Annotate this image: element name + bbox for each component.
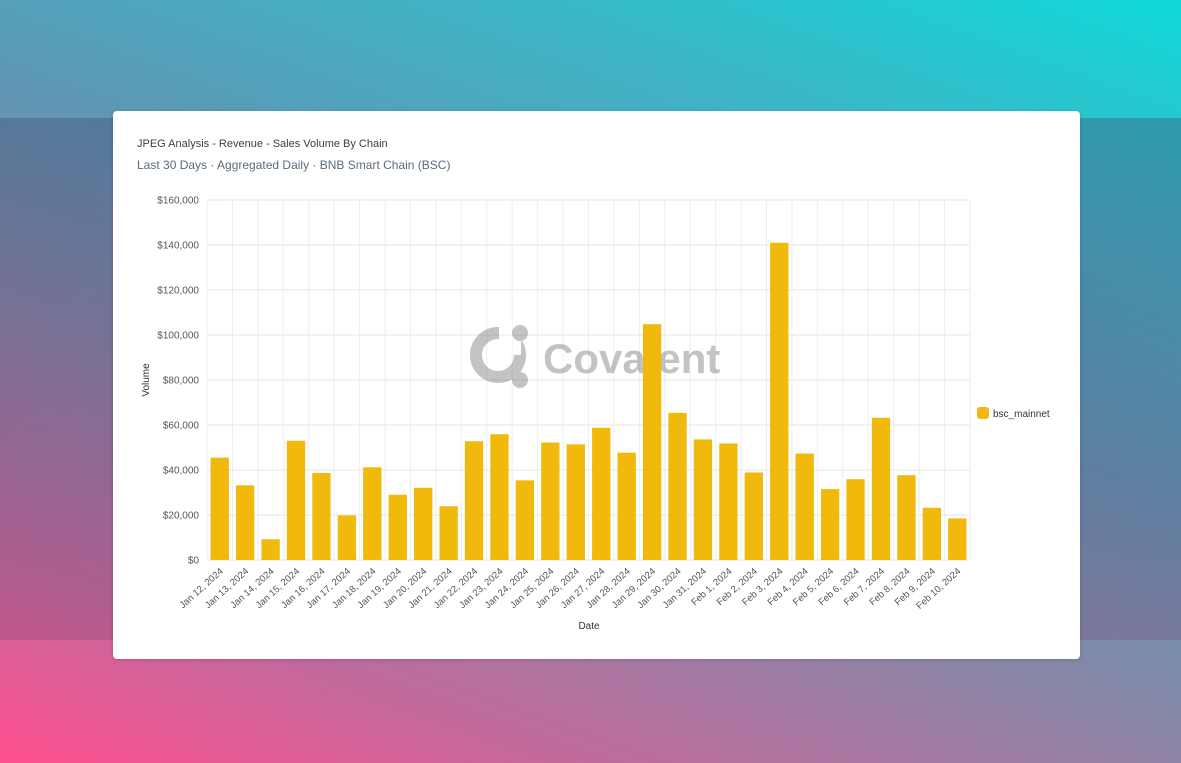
legend-label-bsc_mainnet[interactable]: bsc_mainnet (993, 409, 1050, 420)
chart-card: JPEG Analysis - Revenue - Sales Volume B… (113, 111, 1080, 659)
y-tick-label: $0 (188, 556, 200, 567)
bar[interactable] (795, 453, 814, 560)
bar-chart: $0 $20,000 $40,000 $60,000 $80,000 $100,000 $1… (141, 196, 1050, 633)
covalent-watermark: Covalent (470, 323, 720, 388)
watermark-logo-dot-top (512, 325, 528, 341)
bar[interactable] (515, 480, 535, 560)
watermark-text: Covalent (543, 335, 720, 382)
bar[interactable] (439, 506, 458, 560)
bar[interactable] (566, 444, 585, 560)
y-tick-label: $120,000 (157, 286, 199, 297)
bar[interactable] (261, 539, 280, 560)
bar[interactable] (312, 472, 331, 560)
bar[interactable] (337, 515, 357, 560)
y-tick-label: $100,000 (157, 331, 199, 342)
bar[interactable] (541, 442, 560, 560)
bar[interactable] (286, 440, 306, 560)
chart-subtitle: Last 30 Days · Aggregated Daily · BNB Sm… (137, 158, 451, 172)
grid-lines (206, 199, 971, 561)
bar[interactable] (235, 485, 255, 560)
bar[interactable] (871, 417, 891, 560)
bars (210, 242, 967, 560)
y-axis-ticks: $0 $20,000 $40,000 $60,000 $80,000 $100,000 $1… (157, 196, 199, 567)
bar[interactable] (363, 467, 382, 560)
bar[interactable] (897, 475, 916, 560)
bar[interactable] (642, 324, 662, 560)
bar[interactable] (388, 494, 407, 560)
legend: bsc_mainnet (977, 407, 1050, 420)
bar[interactable] (693, 439, 713, 560)
bar[interactable] (464, 441, 484, 560)
bar[interactable] (948, 518, 967, 560)
bar[interactable] (922, 507, 942, 560)
watermark-logo-gap (499, 323, 521, 355)
bar[interactable] (770, 242, 789, 560)
y-tick-label: $140,000 (157, 241, 199, 252)
watermark-logo-dot-bottom (512, 372, 528, 388)
y-tick-label: $160,000 (157, 196, 199, 207)
legend-swatch-bsc_mainnet[interactable] (977, 407, 989, 419)
y-tick-label: $60,000 (163, 421, 200, 432)
y-tick-label: $20,000 (163, 511, 200, 522)
watermark-logo-ring (470, 327, 526, 383)
bar[interactable] (668, 412, 687, 560)
bar[interactable] (719, 443, 738, 560)
bar[interactable] (490, 434, 509, 560)
bar[interactable] (846, 479, 865, 560)
bar[interactable] (592, 427, 611, 560)
y-tick-label: $80,000 (163, 376, 200, 387)
x-axis-title: Date (578, 621, 600, 632)
bar[interactable] (210, 457, 229, 560)
bar[interactable] (617, 452, 636, 560)
y-axis-title: Volume (141, 363, 152, 397)
bar[interactable] (744, 472, 763, 560)
bar[interactable] (414, 487, 433, 560)
y-tick-label: $40,000 (163, 466, 200, 477)
chart-title: JPEG Analysis - Revenue - Sales Volume B… (137, 138, 388, 150)
bar[interactable] (820, 489, 840, 560)
